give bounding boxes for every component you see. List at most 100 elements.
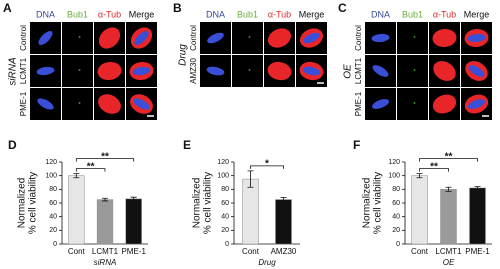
y-axis-label: Normalized [192,178,203,229]
x-tick-label: LCMT1 [92,247,119,256]
dna-signal [303,32,320,44]
dna-signal [37,98,54,110]
dna-signal [36,66,55,76]
tubulin-signal [432,94,457,114]
micrograph [62,88,93,120]
bar [275,199,292,245]
bub1-signal [413,102,416,104]
error-bar [445,186,452,192]
significance-bracket [75,158,135,162]
bar [469,187,486,245]
y-tick-label: 0 [225,241,229,248]
y-tick-label: 40 [49,214,57,221]
error-bar [73,173,80,179]
micrograph [232,55,263,87]
column-header: Merge [129,9,155,19]
panel-label: D [8,138,17,152]
y-tick-label: 60 [49,200,57,207]
bub1-signal [78,69,81,71]
x-tick-label: LCMT1 [435,247,462,256]
y-tick-label: 80 [392,186,400,193]
y-axis-label: % cell viability [28,172,39,234]
y-tick-label: 120 [45,159,57,166]
significance-bracket [419,158,478,162]
dna-signal [371,99,390,109]
panel-label: F [353,138,360,152]
y-tick-label: 100 [217,173,229,180]
x-tick-label: Cont [68,247,86,256]
bub1-signal [413,69,416,71]
dna-signal [132,66,151,76]
significance-bracket [250,165,284,169]
y-axis-label: % cell viability [203,172,214,234]
bub1-signal [413,36,416,38]
dna-signal [468,65,485,77]
y-axis-label: Normalized [17,178,28,229]
group-label: Drug [178,44,189,66]
column-header: DNA [371,9,390,19]
y-tick-label: 0 [53,241,57,248]
y-axis-label: % cell viability [373,172,384,234]
group-label: OE [343,64,354,79]
bar [242,178,259,245]
dna-signal [207,32,224,44]
micrograph [62,55,93,87]
y-tick-label: 20 [392,227,400,234]
y-tick-label: 120 [217,159,229,166]
group-label: siRNA [8,57,19,86]
y-tick-label: 60 [392,200,400,207]
significance-label: ** [445,151,453,162]
tubulin-signal [267,28,292,48]
y-tick-label: 100 [388,173,400,180]
bub1-signal [248,36,251,38]
dna-signal [467,99,486,109]
significance-bracket [75,168,106,172]
dna-signal [372,65,389,77]
dna-signal [206,66,225,76]
tubulin-signal [97,61,122,81]
tubulin-signal [432,28,457,48]
column-header: α-Tub [433,9,456,19]
bub1-signal [78,36,81,38]
bub1-signal [78,102,81,104]
column-header: α-Tub [268,9,291,19]
error-bar [130,196,137,202]
significance-label: * [265,159,269,170]
dna-signal [371,33,390,43]
y-axis-label: Normalized [362,178,373,229]
row-label: LCMT1 [354,57,363,84]
y-tick-label: 80 [49,186,57,193]
column-header: Bub1 [67,9,88,19]
error-bar [247,170,254,188]
column-header: Merge [299,9,325,19]
micrograph [232,22,263,54]
bar [440,189,457,245]
significance-label: ** [101,151,109,162]
x-axis-label: siRNA [94,258,117,267]
dna-signal [134,31,149,45]
y-tick-label: 80 [221,186,229,193]
y-tick-label: 20 [49,227,57,234]
dna-signal [467,33,486,43]
y-tick-label: 20 [221,227,229,234]
micrograph [397,55,428,87]
column-header: Bub1 [237,9,258,19]
bar [125,198,142,245]
panel-label: A [3,1,12,15]
x-axis-label: Drug [258,258,276,267]
row-label: PME-1 [354,91,363,116]
error-bar [474,186,481,190]
bub1-signal [248,69,251,71]
y-tick-label: 100 [45,173,57,180]
y-tick-label: 120 [388,159,400,166]
tubulin-signal [98,94,121,114]
column-header: Bub1 [402,9,423,19]
x-tick-label: AMZ30 [271,247,297,256]
row-label: PME-1 [19,91,28,116]
significance-label: ** [430,161,438,172]
dna-signal [38,31,53,45]
y-tick-label: 40 [221,214,229,221]
row-label: Control [354,25,363,51]
row-label: AMZ30 [189,58,198,84]
